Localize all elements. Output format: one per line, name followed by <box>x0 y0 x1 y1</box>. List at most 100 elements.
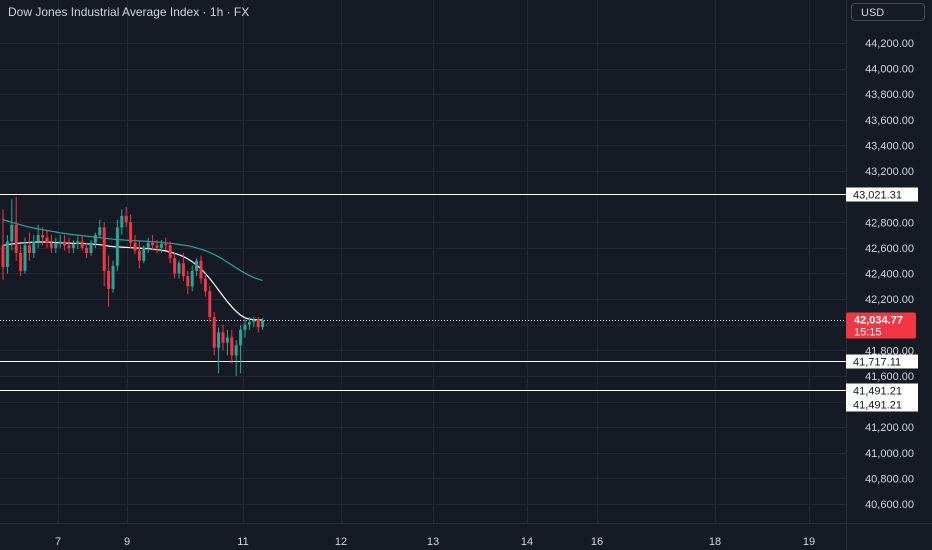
candle-body <box>107 270 111 289</box>
candle-body <box>111 265 115 289</box>
y-tick-label: 42,200.00 <box>865 294 914 306</box>
candle-body <box>151 242 155 246</box>
candle-body <box>85 247 89 254</box>
y-tick-label: 44,200.00 <box>865 38 914 50</box>
candle-body <box>36 235 40 242</box>
candle-body <box>261 320 265 328</box>
level-badge <box>846 397 918 412</box>
candle-body <box>142 247 146 261</box>
candle-body <box>5 241 9 268</box>
candle-body <box>221 332 225 343</box>
candle-body <box>115 227 119 266</box>
candle-body <box>168 245 172 259</box>
candle-body <box>173 258 177 274</box>
y-tick-label: 43,600.00 <box>865 115 914 127</box>
candle-body <box>54 242 58 248</box>
chart-title: Dow Jones Industrial Average Index · 1h … <box>8 5 250 19</box>
time-axis[interactable]: 7 9 11 12 13 14 16 18 19 <box>55 536 815 548</box>
y-tick-label: 40,600.00 <box>865 499 914 511</box>
candle-body <box>67 245 71 248</box>
candle-body <box>58 241 62 243</box>
x-tick-label: 16 <box>591 536 603 548</box>
candle-body <box>120 215 124 228</box>
candle-body <box>80 241 84 248</box>
x-tick-label: 13 <box>427 536 439 548</box>
candle-body <box>71 244 75 248</box>
level-label: 41,491.21 <box>853 400 902 412</box>
candle-body <box>164 244 168 246</box>
candle-body <box>203 278 207 292</box>
candle-body <box>45 237 49 243</box>
candle-body <box>177 263 181 274</box>
candle-body <box>217 332 221 348</box>
candle-body <box>19 253 23 271</box>
y-tick-label: 43,800.00 <box>865 89 914 101</box>
candle-body <box>89 242 93 254</box>
candle-body <box>133 242 137 251</box>
x-tick-label: 19 <box>803 536 815 548</box>
x-tick-label: 18 <box>709 536 721 548</box>
y-tick-label: 43,200.00 <box>865 166 914 178</box>
candle-body <box>186 276 190 287</box>
candle-body <box>159 244 163 248</box>
current-price-badge <box>846 312 916 339</box>
candle-body <box>41 235 45 238</box>
candle-body <box>243 324 247 330</box>
x-tick-label: 11 <box>237 536 248 548</box>
y-tick-label: 41,000.00 <box>865 448 914 460</box>
y-tick-label: 42,400.00 <box>865 268 914 280</box>
moving-averages <box>2 219 263 321</box>
currency-button[interactable]: USD <box>851 3 925 21</box>
candle-body <box>98 227 102 236</box>
y-tick-label: 41,200.00 <box>865 422 914 434</box>
current-price-label: 42,034.77 <box>854 315 903 327</box>
candle-body <box>129 222 133 243</box>
level-label: 43,021.31 <box>853 190 902 202</box>
y-tick-label: 41,600.00 <box>865 371 914 383</box>
level-badge <box>846 354 918 369</box>
countdown-label: 15:15 <box>854 327 882 339</box>
candle-body <box>32 241 36 254</box>
candle-body <box>23 245 27 271</box>
candle-body <box>137 250 141 261</box>
candle-body <box>181 263 185 277</box>
candle-body <box>199 260 203 279</box>
candle-body <box>93 235 97 243</box>
candle-body <box>252 319 256 323</box>
candle-body <box>63 241 67 246</box>
y-tick-label: 43,400.00 <box>865 140 914 152</box>
x-tick-label: 12 <box>335 536 347 548</box>
ma-fast-line <box>2 241 263 321</box>
candle-body <box>146 242 150 248</box>
candle-body <box>49 242 53 248</box>
x-tick-label: 14 <box>521 536 533 548</box>
horizontal-levels: 43,021.31 41,717.11 41,491.21 41,491.21 <box>0 187 918 412</box>
candles <box>1 196 265 376</box>
candle-body <box>102 227 106 271</box>
candle-body <box>1 245 5 268</box>
candle-body <box>155 245 159 248</box>
candle-body <box>195 260 199 271</box>
candle-body <box>256 319 260 328</box>
candle-body <box>27 245 31 254</box>
x-tick-label: 9 <box>124 536 130 548</box>
y-tick-label: 40,800.00 <box>865 473 914 485</box>
candle-body <box>239 329 243 346</box>
ma-slow-line <box>2 219 263 281</box>
y-tick-label: 44,000.00 <box>865 64 914 76</box>
level-label: 41,491.21 <box>853 386 902 398</box>
candle-body <box>225 337 229 343</box>
price-labels: 42,034.77 15:15 <box>846 312 916 339</box>
y-tick-label: 41,800.00 <box>865 345 914 357</box>
candle-body <box>190 270 194 287</box>
candle-body <box>247 322 251 325</box>
x-tick-label: 7 <box>55 536 61 548</box>
y-tick-label: 42,600.00 <box>865 243 914 255</box>
price-axis[interactable]: 44,200.00 44,000.00 43,800.00 43,600.00 43,4… <box>865 38 914 511</box>
candle-body <box>230 337 234 356</box>
y-tick-label: 42,800.00 <box>865 217 914 229</box>
level-label: 41,717.11 <box>853 357 901 369</box>
candle-body <box>234 345 238 356</box>
